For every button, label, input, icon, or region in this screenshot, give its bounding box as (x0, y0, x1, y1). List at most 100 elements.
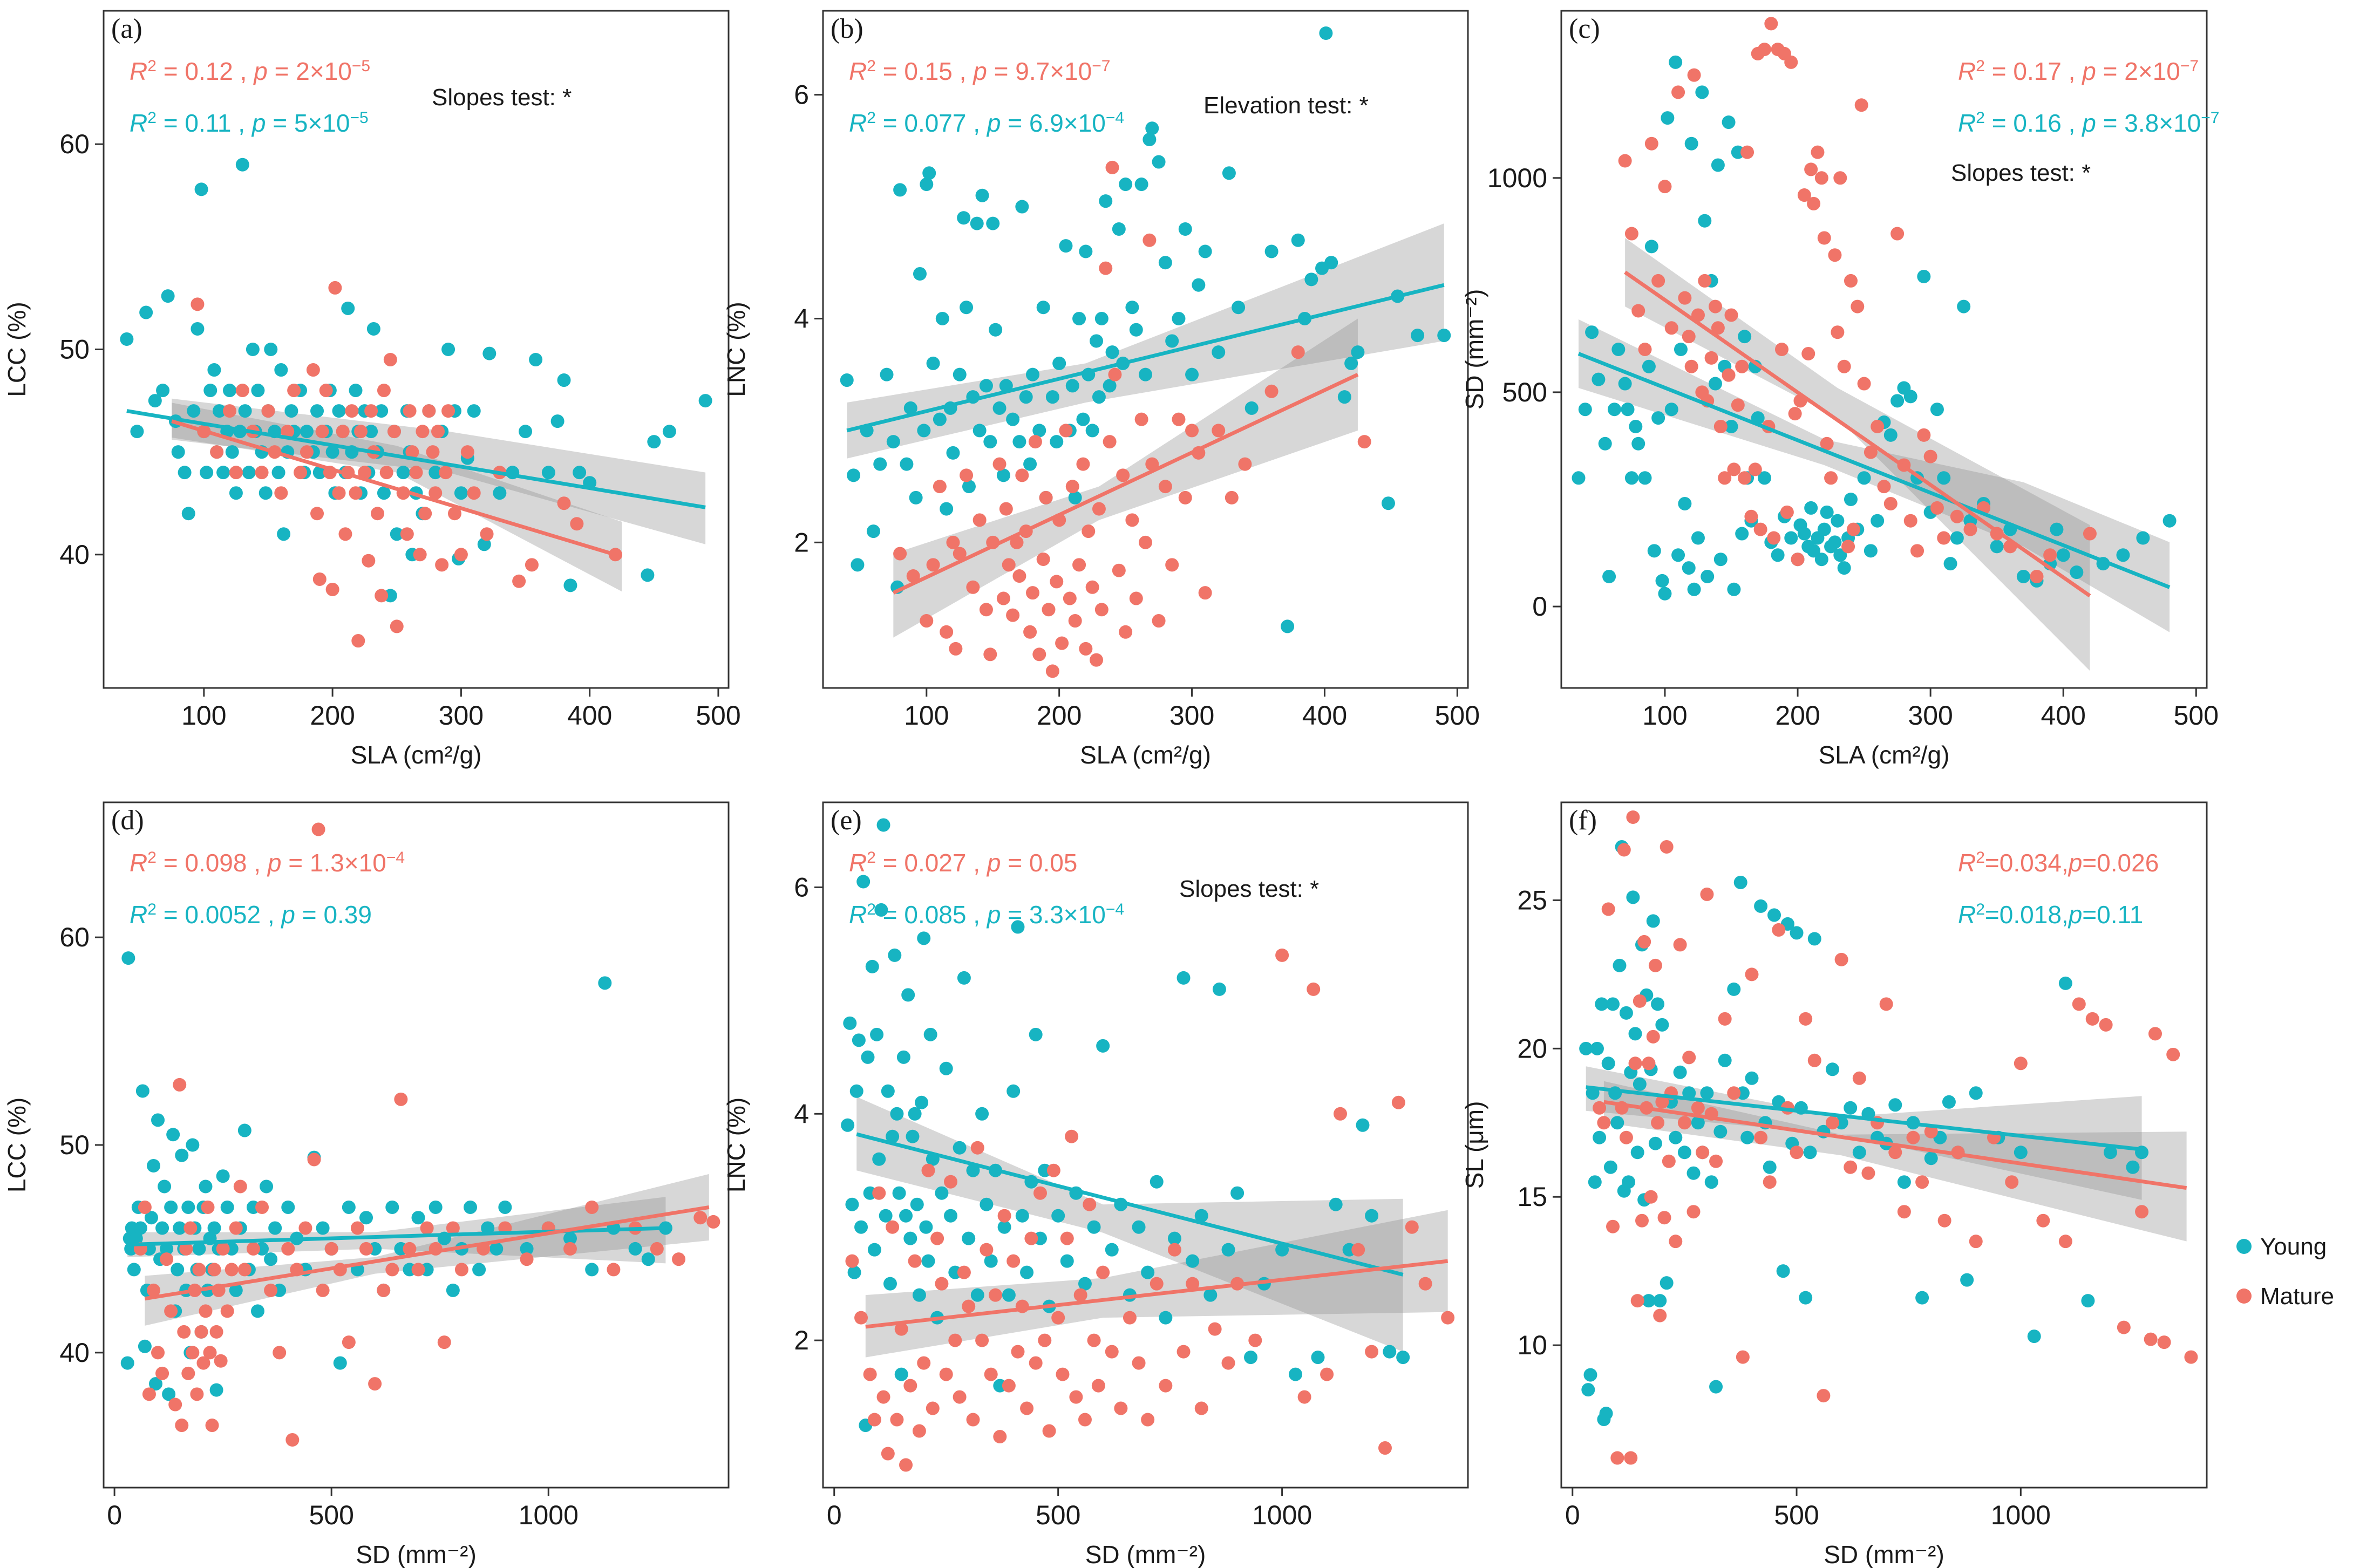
data-point-mature (996, 591, 1010, 605)
data-point-mature (294, 466, 308, 480)
legend-label-young: Young (2260, 1233, 2327, 1260)
data-point-young (1593, 1130, 1607, 1144)
data-point-young (187, 404, 201, 418)
x-tick-label: 500 (309, 1500, 353, 1530)
x-tick-label: 400 (1302, 700, 1347, 731)
data-point-mature (1727, 1086, 1741, 1100)
data-point-young (944, 1209, 958, 1223)
x-tick-label: 300 (1169, 700, 1214, 731)
data-point-mature (1038, 1333, 1052, 1347)
data-point-young (1852, 1146, 1866, 1160)
data-point-mature (1208, 1322, 1222, 1336)
data-point-young (641, 568, 655, 582)
data-point-young (1622, 1175, 1636, 1189)
data-point-mature (1198, 586, 1212, 600)
data-point-young (2126, 1160, 2140, 1174)
data-point-young (854, 1220, 868, 1234)
data-point-young (1383, 1345, 1397, 1359)
data-point-mature (2072, 997, 2086, 1011)
data-point-mature (1626, 810, 1640, 824)
x-tick-label: 100 (181, 700, 226, 731)
data-point-mature (1890, 227, 1905, 241)
separator: , (231, 109, 251, 137)
data-point-young (851, 558, 865, 572)
data-point-young (1731, 145, 1745, 159)
data-point-mature (876, 1390, 890, 1404)
data-point-young (986, 216, 1000, 230)
data-point-young (992, 401, 1007, 415)
data-point-mature (2058, 1235, 2072, 1249)
data-point-young (1960, 1273, 1974, 1287)
data-point-young (1718, 1053, 1732, 1067)
data-point-mature (1618, 154, 1632, 168)
data-point-young (1045, 390, 1059, 404)
separator: , (247, 849, 267, 877)
data-point-mature (1065, 480, 1079, 494)
data-point-young (246, 343, 260, 356)
data-point-mature (1791, 553, 1805, 567)
data-point-mature (1682, 330, 1696, 344)
y-tick-label: 40 (59, 540, 90, 570)
data-point-young (2050, 522, 2064, 536)
data-point-young (155, 1221, 169, 1235)
data-point-mature (1441, 1311, 1455, 1325)
r-symbol: R (849, 57, 867, 85)
r2-value: 0.16 (2013, 109, 2062, 137)
data-point-mature (175, 1419, 189, 1433)
data-point-mature (223, 404, 237, 418)
data-point-mature (1817, 1389, 1831, 1403)
data-point-mature (1042, 1424, 1056, 1438)
equals-sign: = (157, 901, 185, 929)
data-point-mature (2135, 1205, 2149, 1219)
data-point-young (975, 1107, 989, 1121)
panel-c: 100 200 300 400 500 0 500 1000 SLA (cm²/g) SD (mm… (1460, 10, 2219, 769)
data-point-young (1172, 311, 1186, 325)
data-point-young (1078, 1277, 1092, 1291)
data-point-mature (1788, 407, 1802, 421)
data-point-mature (940, 625, 954, 639)
data-point-mature (1923, 449, 1937, 463)
data-point-young (260, 1180, 274, 1194)
stats-annotation-mature: R2=0.034,p=0.026 (1958, 849, 2159, 877)
data-point-mature (413, 548, 427, 562)
data-point-mature (1790, 1146, 1804, 1160)
data-point-young (1032, 424, 1046, 438)
data-point-young (1950, 531, 1964, 545)
data-point-mature (179, 1242, 193, 1256)
r-symbol: R (1958, 57, 1976, 85)
data-point-mature (570, 517, 584, 531)
x-axis-label: SLA (cm²/g) (1819, 741, 1950, 769)
data-point-mature (1772, 923, 1786, 937)
data-point-young (1722, 115, 1736, 129)
data-point-young (1833, 548, 1847, 562)
data-point-young (926, 356, 940, 370)
data-point-mature (1825, 1116, 1839, 1130)
data-point-mature (1032, 647, 1046, 662)
data-point-young (573, 466, 587, 480)
data-point-young (1324, 256, 1338, 270)
data-point-mature (854, 1311, 868, 1325)
data-point-mature (1801, 346, 1815, 360)
data-point-mature (1864, 445, 1878, 459)
data-point-young (264, 343, 278, 356)
data-point-mature (246, 1242, 260, 1256)
data-point-mature (439, 466, 453, 480)
data-point-mature (1686, 1205, 1701, 1219)
data-point-young (886, 435, 900, 449)
data-point-mature (1799, 1012, 1813, 1026)
y-tick-label: 1000 (1487, 163, 1547, 193)
equals-sign: = (2082, 901, 2097, 929)
data-point-mature (1804, 162, 1818, 176)
x-axis-label: SD (mm⁻²) (1085, 1540, 1206, 1568)
data-point-mature (899, 1458, 913, 1472)
data-point-young (1119, 178, 1133, 192)
data-point-mature (1076, 457, 1090, 471)
data-point-young (913, 267, 927, 281)
data-point-mature (999, 502, 1013, 516)
data-point-mature (1817, 231, 1831, 245)
equals-sign: = (1001, 901, 1029, 929)
data-point-mature (693, 1211, 708, 1225)
data-point-mature (209, 1325, 223, 1339)
regression-line-mature (892, 373, 1359, 595)
data-point-young (1897, 1175, 1911, 1189)
